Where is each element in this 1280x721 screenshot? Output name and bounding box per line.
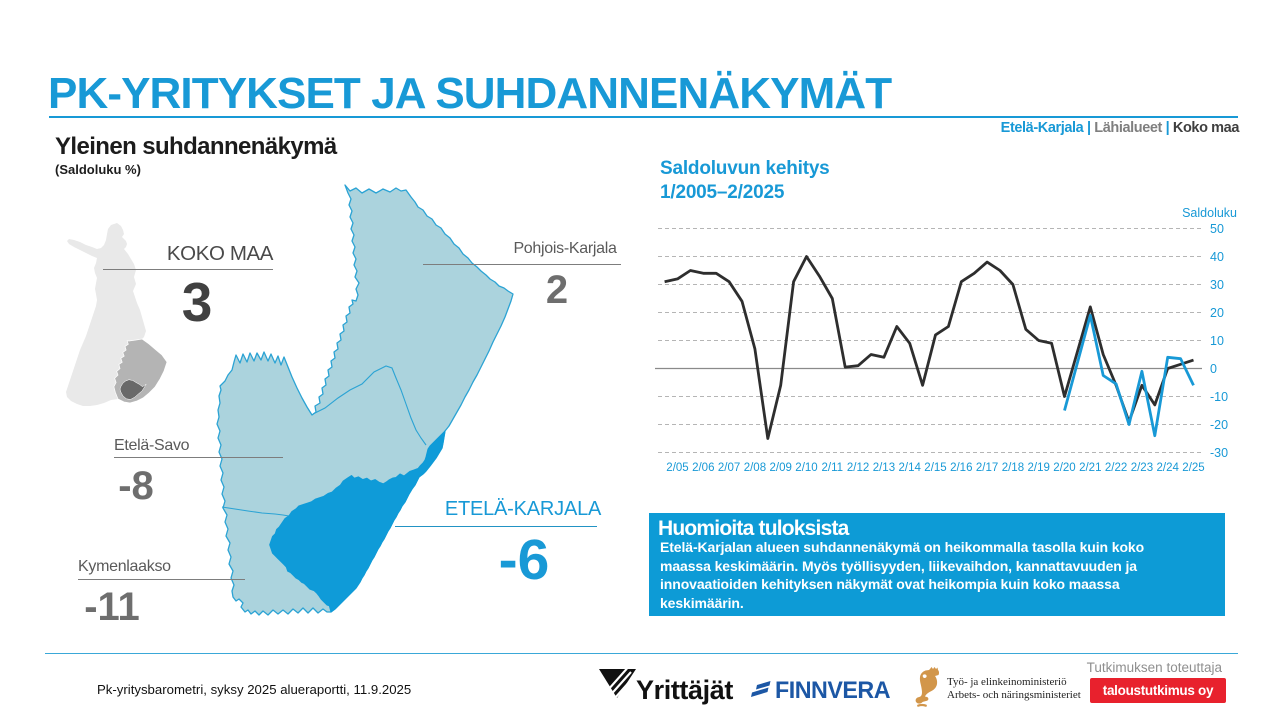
svg-text:Saldoluku: Saldoluku [1182,206,1237,220]
svg-text:50: 50 [1210,222,1224,236]
svg-text:Arbets- och näringsministeriet: Arbets- och näringsministeriet [947,689,1081,701]
svg-text:Yrittäjät: Yrittäjät [636,675,733,705]
svg-text:2/21: 2/21 [1079,462,1101,474]
svg-text:2/09: 2/09 [770,462,792,474]
svg-text:2/25: 2/25 [1182,462,1204,474]
svg-text:2/22: 2/22 [1105,462,1127,474]
svg-text:2/11: 2/11 [822,462,844,474]
svg-text:2/13: 2/13 [873,462,895,474]
svg-text:0: 0 [1210,362,1217,376]
svg-text:2/05: 2/05 [666,462,688,474]
svg-text:FINNVERA: FINNVERA [775,678,890,703]
svg-text:Työ- ja elinkeinoministeriö: Työ- ja elinkeinoministeriö [947,676,1067,688]
svg-text:2/14: 2/14 [899,462,922,474]
svg-text:2/10: 2/10 [795,462,817,474]
svg-text:2/08: 2/08 [744,462,766,474]
svg-text:2/15: 2/15 [924,462,946,474]
svg-text:2/23: 2/23 [1131,462,1153,474]
svg-text:2/06: 2/06 [692,462,714,474]
svg-text:2/17: 2/17 [976,462,998,474]
svg-text:30: 30 [1210,278,1224,292]
svg-text:2/24: 2/24 [1157,462,1180,474]
svg-text:2/07: 2/07 [718,462,740,474]
svg-text:10: 10 [1210,334,1224,348]
svg-text:2/18: 2/18 [1002,462,1024,474]
svg-text:-30: -30 [1210,446,1228,460]
svg-text:-10: -10 [1210,390,1228,404]
svg-text:2/20: 2/20 [1053,462,1075,474]
svg-text:2/12: 2/12 [847,462,869,474]
svg-text:2/19: 2/19 [1028,462,1050,474]
svg-text:2/16: 2/16 [950,462,972,474]
svg-text:20: 20 [1210,306,1224,320]
svg-text:-20: -20 [1210,418,1228,432]
svg-text:40: 40 [1210,250,1224,264]
